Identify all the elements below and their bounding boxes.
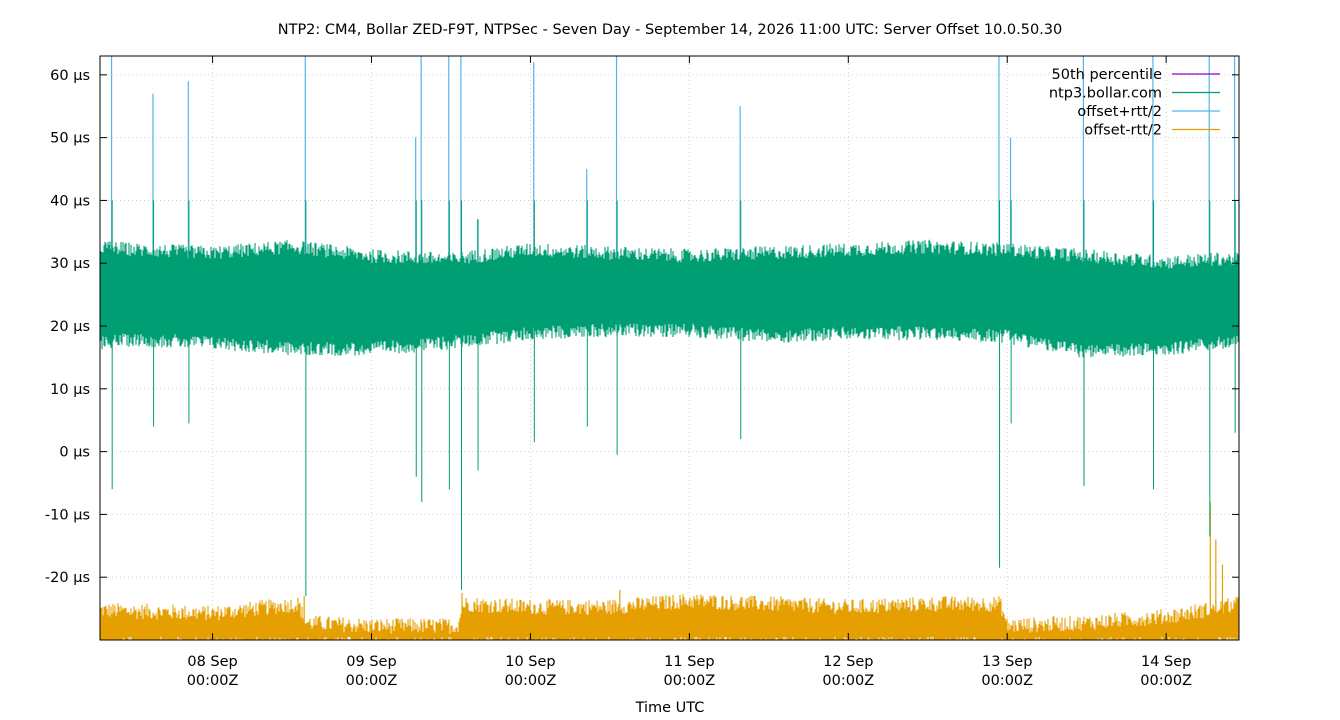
y-tick-label: 30 µs — [50, 256, 90, 272]
y-axis: 60 µs 50 µs 40 µs 30 µs 20 µs 10 µs 0 µs -10 µs… — [45, 68, 90, 586]
x-tick-label-time: 00:00Z — [346, 673, 398, 689]
legend: 50th percentile ntp3.bollar.com offset+rtt… — [1049, 67, 1220, 139]
x-tick-label-time: 00:00Z — [981, 673, 1033, 689]
y-tick-label: 50 µs — [50, 131, 90, 147]
grid — [100, 56, 1239, 640]
plot-frame — [99, 55, 1240, 641]
x-tick-label-date: 08 Sep — [187, 654, 237, 670]
x-tick-label-date: 09 Sep — [346, 654, 396, 670]
x-tick-label-date: 11 Sep — [664, 654, 714, 670]
x-tick-label-date: 10 Sep — [505, 654, 555, 670]
legend-label: offset-rtt/2 — [1084, 123, 1162, 139]
y-tick-label: 10 µs — [50, 382, 90, 398]
x-axis: 08 Sep 00:00Z 09 Sep 00:00Z 10 Sep 00:00Z 11 S… — [187, 654, 1192, 689]
plot-area — [100, 56, 1239, 640]
x-axis-label: Time UTC — [635, 700, 705, 716]
y-tick-label: 20 µs — [50, 319, 90, 335]
series-ntp3-bollar-com-band — [100, 239, 1239, 359]
x-tick-label-time: 00:00Z — [187, 673, 239, 689]
series-offset-rtt-2-band — [100, 594, 1239, 640]
x-tick-label-time: 00:00Z — [505, 673, 557, 689]
chart-title: NTP2: CM4, Bollar ZED-F9T, NTPSec - Seve… — [278, 22, 1063, 38]
legend-label: 50th percentile — [1052, 67, 1163, 83]
axis-ticks — [100, 56, 1239, 640]
legend-label: ntp3.bollar.com — [1049, 86, 1162, 102]
y-tick-label: 40 µs — [50, 193, 90, 209]
y-tick-label: 0 µs — [59, 445, 90, 461]
y-tick-label: -10 µs — [45, 507, 90, 523]
x-tick-label-time: 00:00Z — [663, 673, 715, 689]
x-tick-label-time: 00:00Z — [822, 673, 874, 689]
y-tick-label: 60 µs — [50, 68, 90, 84]
x-tick-label-date: 12 Sep — [823, 654, 873, 670]
x-tick-label-date: 14 Sep — [1141, 654, 1191, 670]
y-tick-label: -20 µs — [45, 570, 90, 586]
x-tick-label-date: 13 Sep — [982, 654, 1032, 670]
legend-label: offset+rtt/2 — [1077, 104, 1162, 120]
x-tick-label-time: 00:00Z — [1140, 673, 1192, 689]
